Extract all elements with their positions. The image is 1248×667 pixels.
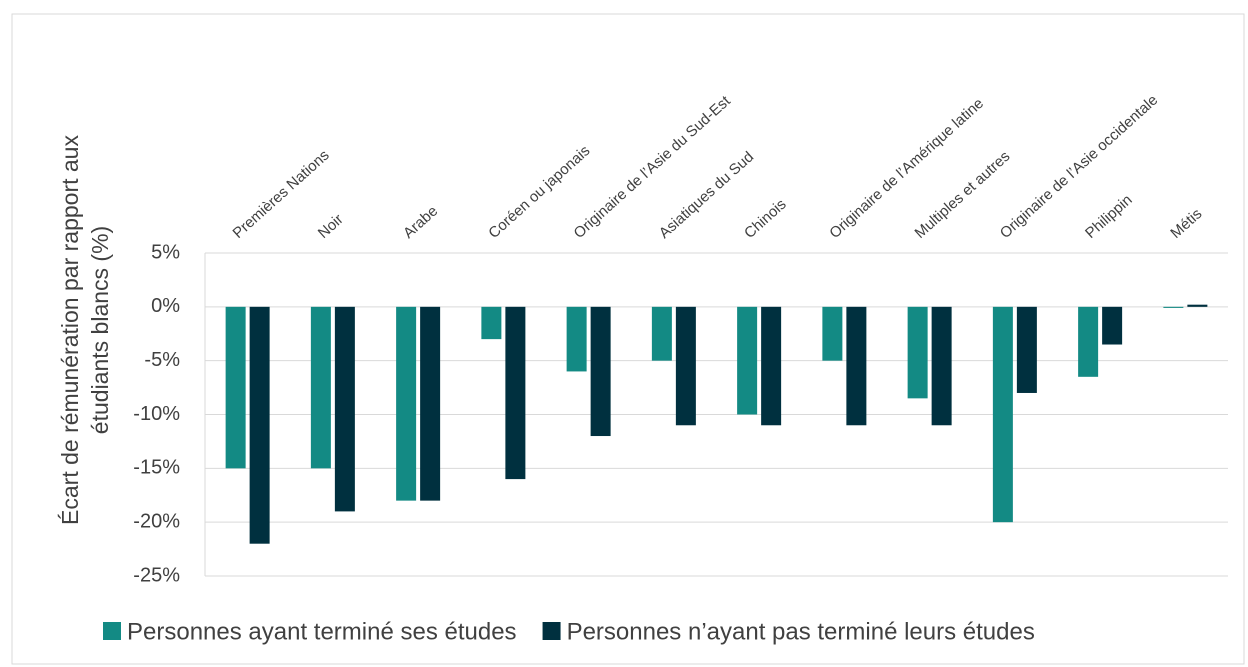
chart-frame — [11, 13, 1245, 665]
bar — [225, 306, 246, 469]
bar — [675, 306, 696, 426]
bar — [505, 306, 526, 480]
bar — [1078, 306, 1099, 377]
y-tick-label: -15% — [133, 457, 180, 479]
y-tick-label: 5% — [151, 241, 180, 263]
bar — [822, 306, 843, 361]
bar — [334, 306, 355, 512]
y-axis-label: étudiants blancs (%) — [87, 226, 113, 434]
bar — [992, 306, 1013, 523]
y-tick-label: -20% — [133, 510, 180, 532]
legend-swatch — [103, 622, 121, 640]
y-axis-label: Écart de rémunération par rapport aux — [57, 135, 83, 525]
bar — [931, 306, 952, 426]
bar — [396, 306, 417, 501]
y-tick-label: -25% — [133, 564, 180, 586]
y-tick-label: 0% — [151, 295, 180, 317]
bar — [846, 306, 867, 426]
bar — [1187, 304, 1208, 307]
bar — [907, 306, 928, 399]
y-tick-label: -5% — [144, 349, 180, 371]
bar — [1163, 306, 1184, 308]
bar — [310, 306, 331, 469]
bar — [249, 306, 270, 544]
bar — [1016, 306, 1037, 393]
bar — [651, 306, 672, 361]
bar — [481, 306, 502, 340]
y-tick-label: -10% — [133, 403, 180, 425]
bar — [1102, 306, 1123, 345]
bar — [590, 306, 611, 437]
legend-label: Personnes n’ayant pas terminé leurs étud… — [567, 618, 1035, 645]
bar — [737, 306, 758, 415]
bar — [761, 306, 782, 426]
legend-label: Personnes ayant terminé ses études — [127, 618, 517, 645]
bar — [566, 306, 587, 372]
legend-swatch — [542, 622, 561, 640]
bar — [420, 306, 441, 501]
